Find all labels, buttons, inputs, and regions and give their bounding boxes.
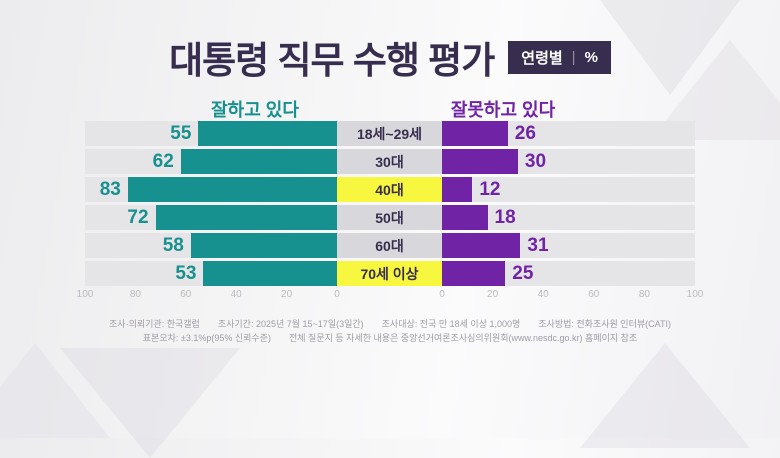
approve-value: 55 bbox=[170, 123, 192, 144]
chart-rows: 55 18세~29세 26 62 30대 30 83 40대 12 72 50대 18 58 60대 31 5… bbox=[85, 121, 695, 286]
disapprove-bar bbox=[442, 121, 508, 146]
disapprove-track: 31 bbox=[442, 233, 695, 258]
x-axis: 100 80 60 40 20 0 0 20 40 60 80 100 bbox=[77, 289, 704, 303]
approve-track: 83 bbox=[85, 177, 337, 202]
disapprove-value: 25 bbox=[512, 263, 534, 284]
disapprove-bar bbox=[442, 205, 488, 230]
approve-bar bbox=[203, 261, 337, 286]
footnote-segment: 조사·의뢰기관: 한국갤럽 bbox=[109, 319, 200, 329]
badge-divider: | bbox=[571, 48, 576, 66]
chart-row: 58 60대 31 bbox=[85, 233, 695, 258]
age-group-label: 30대 bbox=[337, 149, 442, 174]
age-group-label: 70세 이상 bbox=[337, 261, 442, 286]
disapprove-track: 26 bbox=[442, 121, 695, 146]
chart-row: 72 50대 18 bbox=[85, 205, 695, 230]
axis-tick-label: 0 bbox=[334, 289, 340, 300]
footnote-segment: 표본오차: ±3.1%p(95% 신뢰수준) bbox=[142, 333, 271, 343]
header: 대통령 직무 수행 평가 연령별 | % bbox=[0, 30, 780, 84]
age-group-label: 18세~29세 bbox=[337, 121, 442, 146]
age-group-label: 40대 bbox=[337, 177, 442, 202]
chart-row: 53 70세 이상 25 bbox=[85, 261, 695, 286]
disapprove-value: 12 bbox=[479, 179, 501, 200]
axis-tick-label: 100 bbox=[76, 289, 94, 300]
axis-tick-label: 40 bbox=[537, 289, 549, 300]
approve-track: 58 bbox=[85, 233, 337, 258]
disapprove-bar bbox=[442, 149, 518, 174]
approve-bar bbox=[127, 177, 337, 202]
disapprove-track: 18 bbox=[442, 205, 695, 230]
legend-disapprove: 잘못하고 있다 bbox=[450, 100, 556, 120]
footnote-line-1: 조사·의뢰기관: 한국갤럽 조사기간: 2025년 7월 15~17일(3일간) 조… bbox=[0, 317, 780, 331]
survey-footnote: 조사·의뢰기관: 한국갤럽 조사기간: 2025년 7월 15~17일(3일간) 조… bbox=[0, 317, 780, 345]
axis-tick-label: 80 bbox=[129, 289, 141, 300]
approve-track: 55 bbox=[85, 121, 337, 146]
corner-decoration-triangle bbox=[0, 343, 110, 438]
approve-bar bbox=[155, 205, 337, 230]
axis-tick-label: 20 bbox=[487, 289, 499, 300]
approve-value: 53 bbox=[175, 263, 197, 284]
disapprove-track: 12 bbox=[442, 177, 695, 202]
disapprove-bar bbox=[442, 261, 506, 286]
approve-value: 72 bbox=[127, 207, 149, 228]
legend-approve: 잘하고 있다 bbox=[211, 100, 299, 120]
footnote-segment: 전체 질문지 등 자세한 내용은 중앙선거여론조사심의위원회(www.nesdc… bbox=[289, 333, 638, 343]
approve-bar bbox=[190, 233, 337, 258]
axis-tick-label: 60 bbox=[588, 289, 600, 300]
unit-badge: 연령별 | % bbox=[508, 40, 611, 74]
footnote-line-2: 표본오차: ±3.1%p(95% 신뢰수준) 전체 질문지 등 자세한 내용은 중… bbox=[0, 331, 780, 345]
disapprove-value: 30 bbox=[524, 151, 547, 172]
age-group-label: 50대 bbox=[337, 205, 442, 230]
badge-unit: % bbox=[584, 48, 598, 66]
footnote-segment: 조사방법: 전화조사원 인터뷰(CATI) bbox=[538, 319, 671, 329]
badge-label: 연령별 bbox=[521, 49, 563, 67]
corner-decoration-triangle bbox=[580, 343, 750, 448]
chart-row: 55 18세~29세 26 bbox=[85, 121, 695, 146]
approve-track: 62 bbox=[85, 149, 337, 174]
approve-bar bbox=[180, 149, 337, 174]
corner-decoration-triangle bbox=[60, 348, 240, 458]
x-axis-left: 100 80 60 40 20 0 bbox=[77, 289, 340, 303]
disapprove-track: 30 bbox=[442, 149, 695, 174]
approve-track: 72 bbox=[85, 205, 337, 230]
disapprove-value: 26 bbox=[514, 123, 536, 144]
axis-tick-label: 100 bbox=[686, 289, 704, 300]
disapprove-bar bbox=[442, 233, 521, 258]
x-axis-right: 0 20 40 60 80 100 bbox=[439, 289, 703, 303]
disapprove-value: 18 bbox=[494, 207, 516, 228]
axis-tick-label: 60 bbox=[180, 289, 192, 300]
approve-bar bbox=[198, 121, 337, 146]
diverging-bar-chart: 55 18세~29세 26 62 30대 30 83 40대 12 72 50대 18 58 60대 31 5… bbox=[77, 121, 704, 303]
footnote-segment: 조사대상: 전국 만 18세 이상 1,000명 bbox=[381, 319, 521, 329]
axis-tick-label: 80 bbox=[638, 289, 650, 300]
disapprove-value: 31 bbox=[527, 235, 549, 256]
approve-value: 83 bbox=[99, 179, 121, 200]
axis-tick-label: 20 bbox=[281, 289, 293, 300]
footnote-segment: 조사기간: 2025년 7월 15~17일(3일간) bbox=[217, 319, 364, 329]
approve-value: 58 bbox=[162, 235, 184, 256]
axis-tick-label: 40 bbox=[230, 289, 242, 300]
axis-tick-label: 0 bbox=[439, 289, 445, 300]
disapprove-bar bbox=[442, 177, 473, 202]
age-group-label: 60대 bbox=[337, 233, 442, 258]
approve-value: 62 bbox=[152, 151, 174, 172]
chart-row: 83 40대 12 bbox=[85, 177, 695, 202]
disapprove-track: 25 bbox=[442, 261, 695, 286]
x-axis-center-gap bbox=[337, 289, 442, 303]
page-title: 대통령 직무 수행 평가 bbox=[169, 40, 495, 81]
approve-track: 53 bbox=[85, 261, 337, 286]
chart-row: 62 30대 30 bbox=[85, 149, 695, 174]
